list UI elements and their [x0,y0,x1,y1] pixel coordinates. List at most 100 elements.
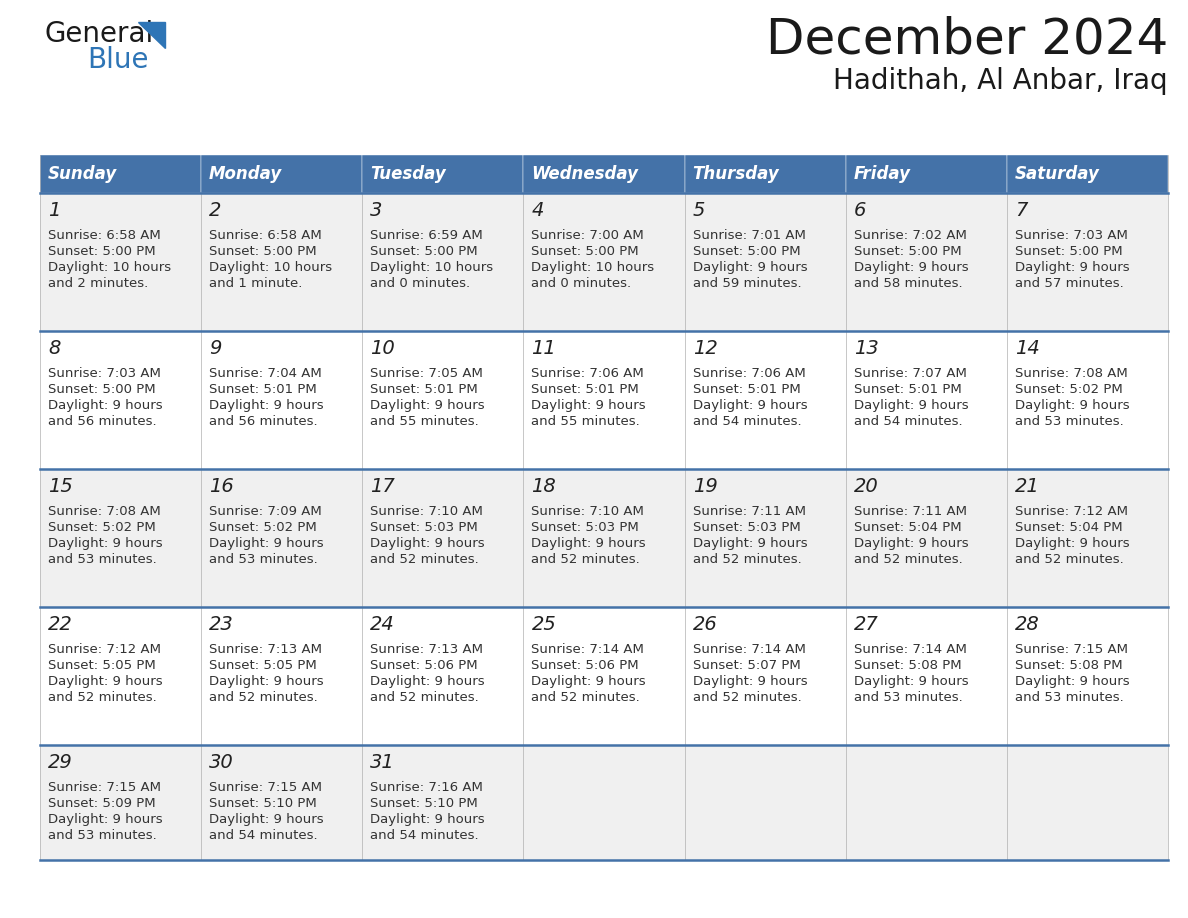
Text: December 2024: December 2024 [766,15,1168,63]
Text: Sunset: 5:04 PM: Sunset: 5:04 PM [854,521,961,534]
Text: 6: 6 [854,201,866,220]
Text: and 56 minutes.: and 56 minutes. [48,415,157,428]
Bar [40,745,1168,860]
Text: and 55 minutes.: and 55 minutes. [371,415,479,428]
Text: Sunrise: 7:16 AM: Sunrise: 7:16 AM [371,781,484,794]
Text: and 54 minutes.: and 54 minutes. [854,415,962,428]
Text: Sunrise: 7:13 AM: Sunrise: 7:13 AM [371,643,484,656]
Text: Sunset: 5:01 PM: Sunset: 5:01 PM [209,383,317,396]
Bar [201,155,362,193]
Text: Sunset: 5:03 PM: Sunset: 5:03 PM [693,521,801,534]
Text: Hadithah, Al Anbar, Iraq: Hadithah, Al Anbar, Iraq [833,67,1168,95]
Text: Sunset: 5:00 PM: Sunset: 5:00 PM [1015,245,1123,258]
Text: Sunset: 5:01 PM: Sunset: 5:01 PM [854,383,961,396]
Text: 22: 22 [48,615,72,634]
Bar [684,155,846,193]
Text: Daylight: 10 hours: Daylight: 10 hours [531,261,655,274]
Text: and 0 minutes.: and 0 minutes. [371,277,470,290]
Text: Sunrise: 7:12 AM: Sunrise: 7:12 AM [48,643,162,656]
Text: Sunset: 5:10 PM: Sunset: 5:10 PM [209,797,317,810]
Text: Sunrise: 7:07 AM: Sunrise: 7:07 AM [854,367,967,380]
Text: Sunrise: 7:03 AM: Sunrise: 7:03 AM [1015,229,1127,242]
Text: 10: 10 [371,339,396,358]
Text: and 54 minutes.: and 54 minutes. [209,829,317,842]
Text: Sunset: 5:06 PM: Sunset: 5:06 PM [371,659,478,672]
Text: and 1 minute.: and 1 minute. [209,277,303,290]
Text: 31: 31 [371,753,396,772]
Text: 27: 27 [854,615,878,634]
Text: Sunset: 5:02 PM: Sunset: 5:02 PM [48,521,156,534]
Text: 16: 16 [209,477,234,496]
Text: 28: 28 [1015,615,1040,634]
Text: Blue: Blue [87,46,148,74]
Bar [524,155,684,193]
Text: Sunset: 5:04 PM: Sunset: 5:04 PM [1015,521,1123,534]
Text: 4: 4 [531,201,544,220]
Text: and 53 minutes.: and 53 minutes. [48,553,157,566]
Text: Sunset: 5:02 PM: Sunset: 5:02 PM [1015,383,1123,396]
Text: Sunset: 5:07 PM: Sunset: 5:07 PM [693,659,801,672]
Bar [40,331,1168,469]
Text: and 52 minutes.: and 52 minutes. [371,553,479,566]
Text: Sunrise: 7:15 AM: Sunrise: 7:15 AM [48,781,162,794]
Text: Sunrise: 7:02 AM: Sunrise: 7:02 AM [854,229,967,242]
Text: Sunrise: 7:15 AM: Sunrise: 7:15 AM [209,781,322,794]
Text: Daylight: 9 hours: Daylight: 9 hours [48,813,163,826]
Text: Sunrise: 7:12 AM: Sunrise: 7:12 AM [1015,505,1127,518]
Text: 13: 13 [854,339,878,358]
Text: Sunset: 5:02 PM: Sunset: 5:02 PM [209,521,317,534]
Text: Sunrise: 7:10 AM: Sunrise: 7:10 AM [531,505,644,518]
Text: Daylight: 9 hours: Daylight: 9 hours [854,399,968,412]
Text: and 54 minutes.: and 54 minutes. [371,829,479,842]
Text: 2: 2 [209,201,221,220]
Text: Daylight: 9 hours: Daylight: 9 hours [693,675,807,688]
Text: Daylight: 9 hours: Daylight: 9 hours [854,261,968,274]
Text: 3: 3 [371,201,383,220]
Text: Daylight: 9 hours: Daylight: 9 hours [1015,399,1130,412]
Text: General: General [45,20,154,48]
Text: and 52 minutes.: and 52 minutes. [693,553,802,566]
Text: Sunrise: 7:14 AM: Sunrise: 7:14 AM [854,643,967,656]
Text: Daylight: 10 hours: Daylight: 10 hours [371,261,493,274]
Text: 25: 25 [531,615,556,634]
Text: and 52 minutes.: and 52 minutes. [1015,553,1124,566]
Bar [40,193,1168,331]
Text: Sunrise: 6:58 AM: Sunrise: 6:58 AM [209,229,322,242]
Text: Daylight: 9 hours: Daylight: 9 hours [48,537,163,550]
Text: 7: 7 [1015,201,1028,220]
Text: Daylight: 9 hours: Daylight: 9 hours [209,399,324,412]
Text: Sunset: 5:00 PM: Sunset: 5:00 PM [48,245,156,258]
Text: and 52 minutes.: and 52 minutes. [854,553,962,566]
Bar [362,155,524,193]
Text: Daylight: 9 hours: Daylight: 9 hours [48,399,163,412]
Text: Sunrise: 7:03 AM: Sunrise: 7:03 AM [48,367,160,380]
Text: Sunset: 5:05 PM: Sunset: 5:05 PM [48,659,156,672]
Bar [40,469,1168,607]
Text: 21: 21 [1015,477,1040,496]
Text: Daylight: 9 hours: Daylight: 9 hours [1015,675,1130,688]
Text: Daylight: 9 hours: Daylight: 9 hours [371,675,485,688]
Text: Sunset: 5:00 PM: Sunset: 5:00 PM [48,383,156,396]
Text: Sunday: Sunday [48,165,118,183]
Text: Daylight: 10 hours: Daylight: 10 hours [209,261,333,274]
Text: Sunset: 5:08 PM: Sunset: 5:08 PM [854,659,961,672]
Text: and 54 minutes.: and 54 minutes. [693,415,801,428]
Text: Sunrise: 7:04 AM: Sunrise: 7:04 AM [209,367,322,380]
Bar [40,155,201,193]
Text: Sunrise: 7:14 AM: Sunrise: 7:14 AM [693,643,805,656]
Text: and 52 minutes.: and 52 minutes. [531,553,640,566]
Text: and 2 minutes.: and 2 minutes. [48,277,148,290]
Text: Sunrise: 7:06 AM: Sunrise: 7:06 AM [693,367,805,380]
Text: Friday: Friday [854,165,911,183]
Text: Sunrise: 7:09 AM: Sunrise: 7:09 AM [209,505,322,518]
Text: Daylight: 9 hours: Daylight: 9 hours [531,399,646,412]
Text: Daylight: 9 hours: Daylight: 9 hours [371,537,485,550]
Text: Daylight: 9 hours: Daylight: 9 hours [854,675,968,688]
Text: 30: 30 [209,753,234,772]
Text: Sunset: 5:01 PM: Sunset: 5:01 PM [371,383,478,396]
Text: and 52 minutes.: and 52 minutes. [371,691,479,704]
Text: Sunrise: 7:14 AM: Sunrise: 7:14 AM [531,643,644,656]
Text: Daylight: 9 hours: Daylight: 9 hours [371,399,485,412]
Text: Sunset: 5:00 PM: Sunset: 5:00 PM [531,245,639,258]
Text: and 52 minutes.: and 52 minutes. [48,691,157,704]
